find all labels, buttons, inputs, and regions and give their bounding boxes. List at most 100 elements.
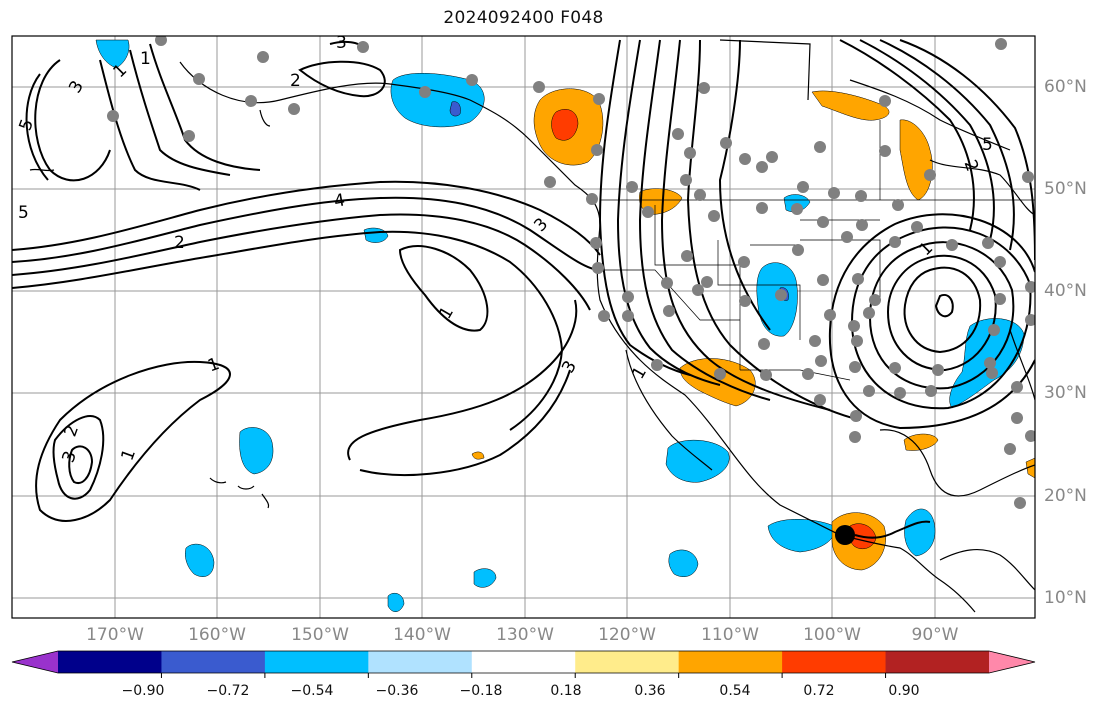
station-dot (851, 335, 863, 347)
station-dot (924, 169, 936, 181)
station-dot (663, 305, 675, 317)
station-dot (288, 103, 300, 115)
positive-anomaly-gulf (903, 433, 939, 451)
longitude-label: 90°W (911, 625, 959, 645)
station-dot (824, 309, 836, 321)
station-dot (986, 367, 998, 379)
station-dot (775, 289, 787, 301)
storm-center-marker (835, 525, 855, 545)
colorbar-tick-label: 0.72 (803, 683, 835, 699)
station-dot (984, 357, 996, 369)
map-title: 2024092400 F048 (443, 8, 604, 28)
station-dot (586, 193, 598, 205)
station-dot (760, 369, 772, 381)
latitude-label: 20°N (1044, 486, 1087, 506)
positive-anomaly-east (1025, 457, 1035, 479)
storm-track (854, 520, 931, 539)
longitude-label: 140°W (393, 625, 451, 645)
station-dot (766, 151, 778, 163)
station-dot (701, 276, 713, 288)
station-dot (815, 355, 827, 367)
station-dot (622, 310, 634, 322)
station-dot (879, 145, 891, 157)
station-dot (1022, 171, 1034, 183)
station-dot (879, 95, 891, 107)
station-dot (932, 364, 944, 376)
station-dot (738, 256, 750, 268)
station-dot (684, 147, 696, 159)
station-dot (925, 385, 937, 397)
station-dot (739, 295, 751, 307)
station-dot (814, 394, 826, 406)
negative-anomaly-nw (95, 39, 130, 69)
station-dot (680, 174, 692, 186)
colorbar-tick-label: 0.90 (888, 683, 920, 699)
station-dot (626, 181, 638, 193)
station-dot (245, 95, 257, 107)
colorbar-tick-label: −0.72 (206, 683, 250, 699)
latitude-label: 60°N (1044, 77, 1087, 97)
longitude-label: 160°W (188, 625, 246, 645)
contour-label: 1 (140, 49, 151, 69)
colorbar-tick-label: −0.54 (290, 683, 334, 699)
longitude-label: 150°W (291, 625, 349, 645)
station-dot (544, 176, 556, 188)
station-dot (802, 368, 814, 380)
station-dot (1025, 430, 1035, 442)
station-dot (809, 335, 821, 347)
map-frame (11, 35, 1036, 619)
station-dot (995, 38, 1007, 50)
station-dot (828, 187, 840, 199)
colorbar-extension-min (12, 651, 58, 673)
colorbar-tick-label: −0.18 (459, 683, 503, 699)
colorbar-tick-label: −0.36 (375, 683, 419, 699)
station-dot (193, 73, 205, 85)
colorbar-tick-label: 0.54 (719, 683, 751, 699)
station-dot (651, 359, 663, 371)
station-points (107, 36, 1035, 509)
station-dot (889, 236, 901, 248)
station-dot (1004, 443, 1016, 455)
station-dot (863, 385, 875, 397)
station-dot (817, 216, 829, 228)
contour-label: 4 (333, 190, 347, 212)
station-dot (855, 190, 867, 202)
station-dot (911, 221, 923, 233)
station-dot (593, 93, 605, 105)
station-dot (1014, 497, 1026, 509)
longitude-label: 100°W (803, 625, 861, 645)
station-dot (592, 262, 604, 274)
station-dot (739, 153, 751, 165)
station-dot (681, 250, 693, 262)
colorbar-outline (11, 650, 1036, 674)
station-dot (850, 410, 862, 422)
station-dot (988, 324, 1000, 336)
colorbar-tick-label: 0.18 (550, 683, 582, 699)
station-dot (590, 237, 602, 249)
latitude-label: 40°N (1044, 281, 1087, 301)
contour-label: 5 (982, 135, 993, 155)
station-dot (982, 237, 994, 249)
contour-label: 2 (174, 233, 185, 253)
station-dot (708, 210, 720, 222)
positive-anomaly-hudson (899, 119, 933, 201)
station-dot (994, 293, 1006, 305)
latitude-label: 50°N (1044, 179, 1087, 199)
station-dot (869, 294, 881, 306)
station-dot (1011, 412, 1023, 424)
station-dot (533, 81, 545, 93)
contour-label: 3 (336, 33, 347, 53)
station-dot (591, 144, 603, 156)
station-dot (892, 199, 904, 211)
negative-anomaly-baja (665, 439, 730, 483)
station-dot (107, 110, 119, 122)
longitude-label: 110°W (701, 625, 759, 645)
positive-anomaly-bc-core (551, 109, 579, 141)
colorbar-segment (575, 651, 680, 673)
station-dot (1025, 281, 1035, 293)
negative-anomaly-epac (767, 519, 835, 553)
longitude-label: 130°W (496, 625, 554, 645)
colorbar-segment (161, 651, 266, 673)
station-dot (720, 137, 732, 149)
